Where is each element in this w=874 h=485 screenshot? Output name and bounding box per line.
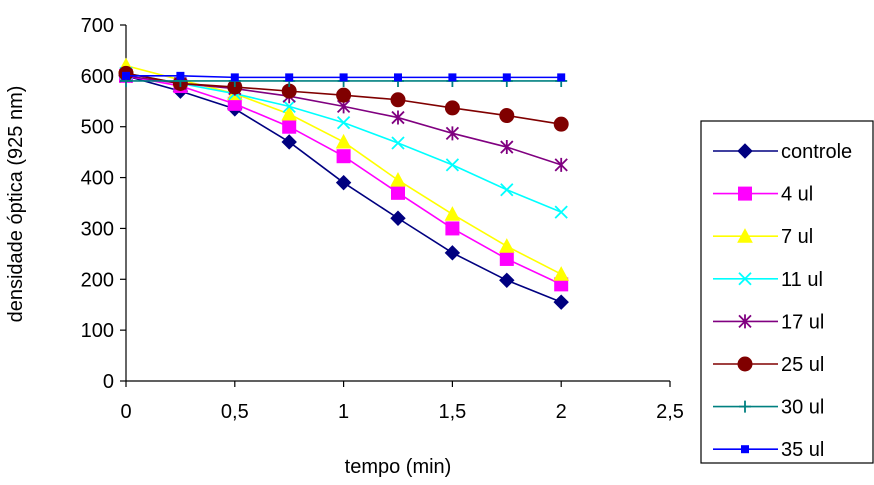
series-lines — [118, 57, 570, 310]
data-point-35-ul — [285, 73, 294, 82]
x-tick-label: 2,5 — [656, 401, 684, 423]
legend-marker-4-ul — [738, 186, 752, 201]
data-point-7-ul — [281, 105, 298, 121]
legend: controle 4 ul 7 ul 11 ul 17 ul 25 ul 30 ul 35 u… — [700, 120, 874, 464]
data-point-11-ul — [500, 183, 514, 197]
x-tick-label: 0,5 — [221, 401, 249, 423]
legend-marker-35-ul — [741, 445, 749, 454]
legend-label: 4 ul — [781, 184, 813, 206]
y-tick-label: 300 — [81, 218, 114, 240]
data-point-35-ul — [339, 73, 348, 82]
legend-item-4-ul: 4 ul — [713, 184, 813, 206]
data-point-25-ul — [499, 108, 515, 124]
legend-label: 25 ul — [781, 354, 824, 376]
data-point-35-ul — [122, 71, 130, 80]
data-point-controle — [499, 272, 515, 289]
data-point-controle — [444, 245, 461, 261]
data-point-11-ul — [336, 116, 351, 130]
x-tick-label: 0 — [120, 401, 131, 423]
data-point-7-ul — [444, 206, 461, 221]
series-35-ul — [122, 71, 566, 82]
data-point-35-ul — [557, 73, 566, 82]
data-point-17-ul — [445, 126, 460, 141]
legend-label: 7 ul — [781, 226, 813, 248]
data-point-35-ul — [394, 73, 402, 82]
x-axis-title: tempo (min) — [345, 456, 452, 478]
legend-marker-17-ul — [738, 314, 752, 329]
y-tick-label: 500 — [81, 117, 114, 139]
tick-labels: 0 100 200 300 400 500 600 700 0 0,5 1 1,5 2 2,5 — [81, 15, 684, 423]
legend-item-17-ul: 17 ul — [713, 311, 824, 333]
y-tick-label: 200 — [81, 269, 114, 291]
legend-item-25-ul: 25 ul — [713, 354, 824, 376]
data-point-4-ul — [499, 251, 514, 266]
y-tick-label: 700 — [81, 15, 114, 37]
x-tick-label: 2 — [556, 401, 567, 423]
data-point-25-ul — [336, 87, 352, 103]
data-point-35-ul — [176, 71, 185, 80]
data-point-17-ul — [554, 157, 568, 172]
data-point-7-ul — [390, 172, 406, 187]
y-tick-label: 600 — [81, 66, 114, 88]
data-point-35-ul — [502, 73, 511, 82]
legend-item-controle: controle — [713, 141, 852, 163]
legend-marker-30-ul — [739, 400, 751, 413]
legend-item-7-ul: 7 ul — [713, 226, 813, 248]
data-point-4-ul — [282, 119, 297, 134]
legend-label: 30 ul — [781, 397, 824, 419]
data-point-25-ul — [553, 116, 569, 132]
data-point-17-ul — [500, 140, 514, 155]
data-point-4-ul — [391, 185, 405, 200]
x-tick-label: 1 — [338, 401, 349, 423]
legend-marker-7-ul — [737, 228, 753, 243]
data-point-35-ul — [230, 73, 239, 82]
legend-item-35-ul: 35 ul — [713, 439, 824, 461]
legend-label: 11 ul — [781, 269, 823, 291]
data-point-controle — [281, 134, 297, 150]
legend-label: 35 ul — [781, 439, 824, 461]
data-point-7-ul — [335, 133, 352, 149]
data-point-25-ul — [444, 100, 460, 116]
data-point-controle — [553, 294, 569, 310]
y-tick-label: 400 — [81, 168, 114, 190]
data-point-4-ul — [445, 221, 460, 236]
data-point-11-ul — [282, 99, 296, 114]
data-point-25-ul — [390, 92, 406, 108]
x-tick-label: 1,5 — [438, 401, 466, 423]
data-point-17-ul — [391, 110, 405, 125]
legend-marker-25-ul — [737, 356, 753, 372]
data-point-4-ul — [336, 149, 351, 164]
legend-label: 17 ul — [781, 311, 824, 333]
data-point-35-ul — [448, 73, 457, 82]
data-point-7-ul — [553, 266, 570, 281]
data-point-11-ul — [445, 158, 460, 172]
data-point-controle — [335, 174, 352, 191]
legend-marker-controle — [737, 143, 753, 159]
data-point-controle — [390, 210, 406, 226]
legend-label: controle — [781, 141, 852, 163]
y-tick-label: 100 — [81, 320, 114, 342]
y-axis-title: densidade óptica (925 nm) — [5, 86, 27, 323]
data-point-7-ul — [498, 238, 515, 253]
series-25-ul — [118, 65, 569, 132]
data-point-11-ul — [391, 136, 405, 150]
data-point-11-ul — [554, 205, 568, 219]
legend-item-11-ul: 11 ul — [713, 269, 823, 291]
legend-item-30-ul: 30 ul — [713, 397, 824, 419]
legend-marker-11-ul — [738, 272, 752, 286]
y-tick-label: 0 — [103, 371, 114, 393]
